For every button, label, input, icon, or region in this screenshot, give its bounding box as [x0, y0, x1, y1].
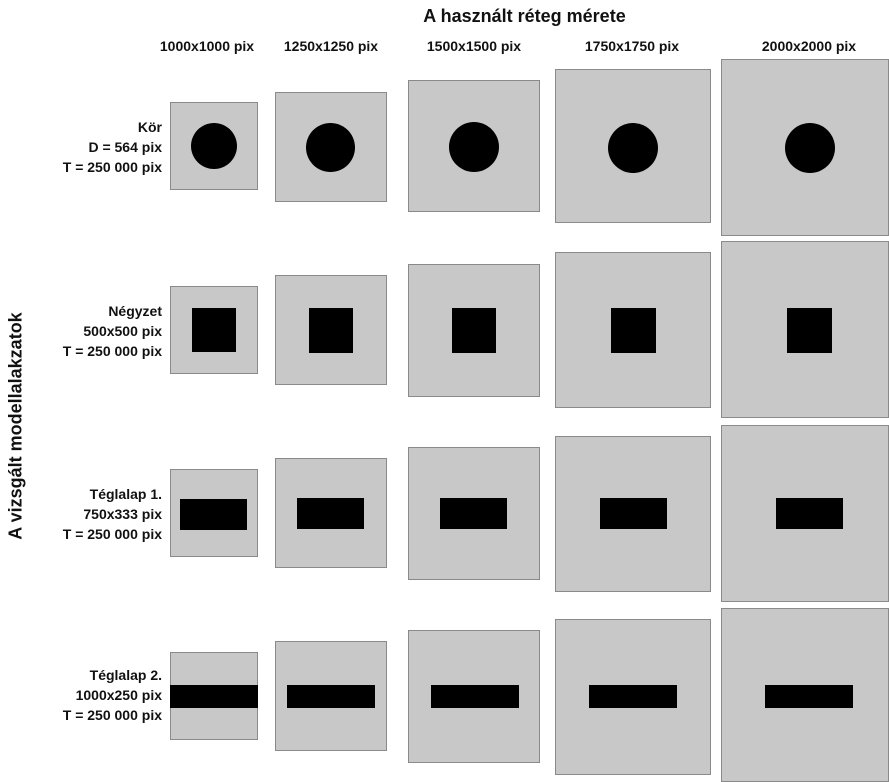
rectangle-shape	[431, 685, 519, 708]
column-header-1500: 1500x1500 pix	[426, 38, 522, 54]
layer-box	[555, 436, 711, 592]
row-label-name: Négyzet	[108, 303, 162, 319]
row-label-rectangle-2: Téglalap 2. 1000x250 pix T = 250 000 pix	[0, 665, 162, 725]
row-label-size: 750x333 pix	[83, 506, 162, 522]
rectangle-shape	[776, 498, 843, 529]
rectangle-shape	[765, 685, 853, 708]
row-label-square: Négyzet 500x500 pix T = 250 000 pix	[0, 301, 162, 361]
rectangle-shape	[297, 498, 364, 529]
row-label-size: 500x500 pix	[83, 323, 162, 339]
layer-box	[408, 264, 540, 397]
circle-shape	[608, 123, 658, 173]
row-label-circle: Kör D = 564 pix T = 250 000 pix	[0, 117, 162, 177]
square-shape	[309, 308, 353, 353]
row-label-name: Téglalap 2.	[89, 667, 162, 683]
column-header-1750: 1750x1750 pix	[584, 38, 680, 54]
circle-shape	[191, 123, 237, 169]
square-shape	[452, 308, 496, 353]
row-label-name: Kör	[137, 119, 162, 135]
square-shape	[611, 308, 656, 353]
row-label-rectangle-1: Téglalap 1. 750x333 pix T = 250 000 pix	[0, 484, 162, 544]
square-shape	[787, 308, 832, 353]
row-label-size: 1000x250 pix	[75, 687, 162, 703]
column-header-1000: 1000x1000 pix	[159, 38, 255, 54]
column-header-1250: 1250x1250 pix	[283, 38, 379, 54]
row-label-size: D = 564 pix	[88, 139, 162, 155]
rectangle-shape	[589, 685, 677, 708]
row-label-name: Téglalap 1.	[89, 486, 162, 502]
diagram-title: A használt réteg mérete	[423, 6, 626, 26]
square-shape	[192, 308, 236, 352]
rectangle-shape	[440, 498, 507, 529]
row-label-area: T = 250 000 pix	[62, 159, 162, 175]
rectangle-shape	[600, 498, 667, 529]
rectangle-shape	[170, 685, 258, 708]
row-label-area: T = 250 000 pix	[62, 343, 162, 359]
circle-shape	[449, 122, 499, 172]
circle-shape	[785, 123, 835, 173]
row-label-area: T = 250 000 pix	[62, 526, 162, 542]
column-header-2000: 2000x2000 pix	[761, 38, 857, 54]
rectangle-shape	[180, 499, 247, 530]
row-label-area: T = 250 000 pix	[62, 707, 162, 723]
circle-shape	[306, 123, 355, 172]
rectangle-shape	[287, 685, 375, 708]
